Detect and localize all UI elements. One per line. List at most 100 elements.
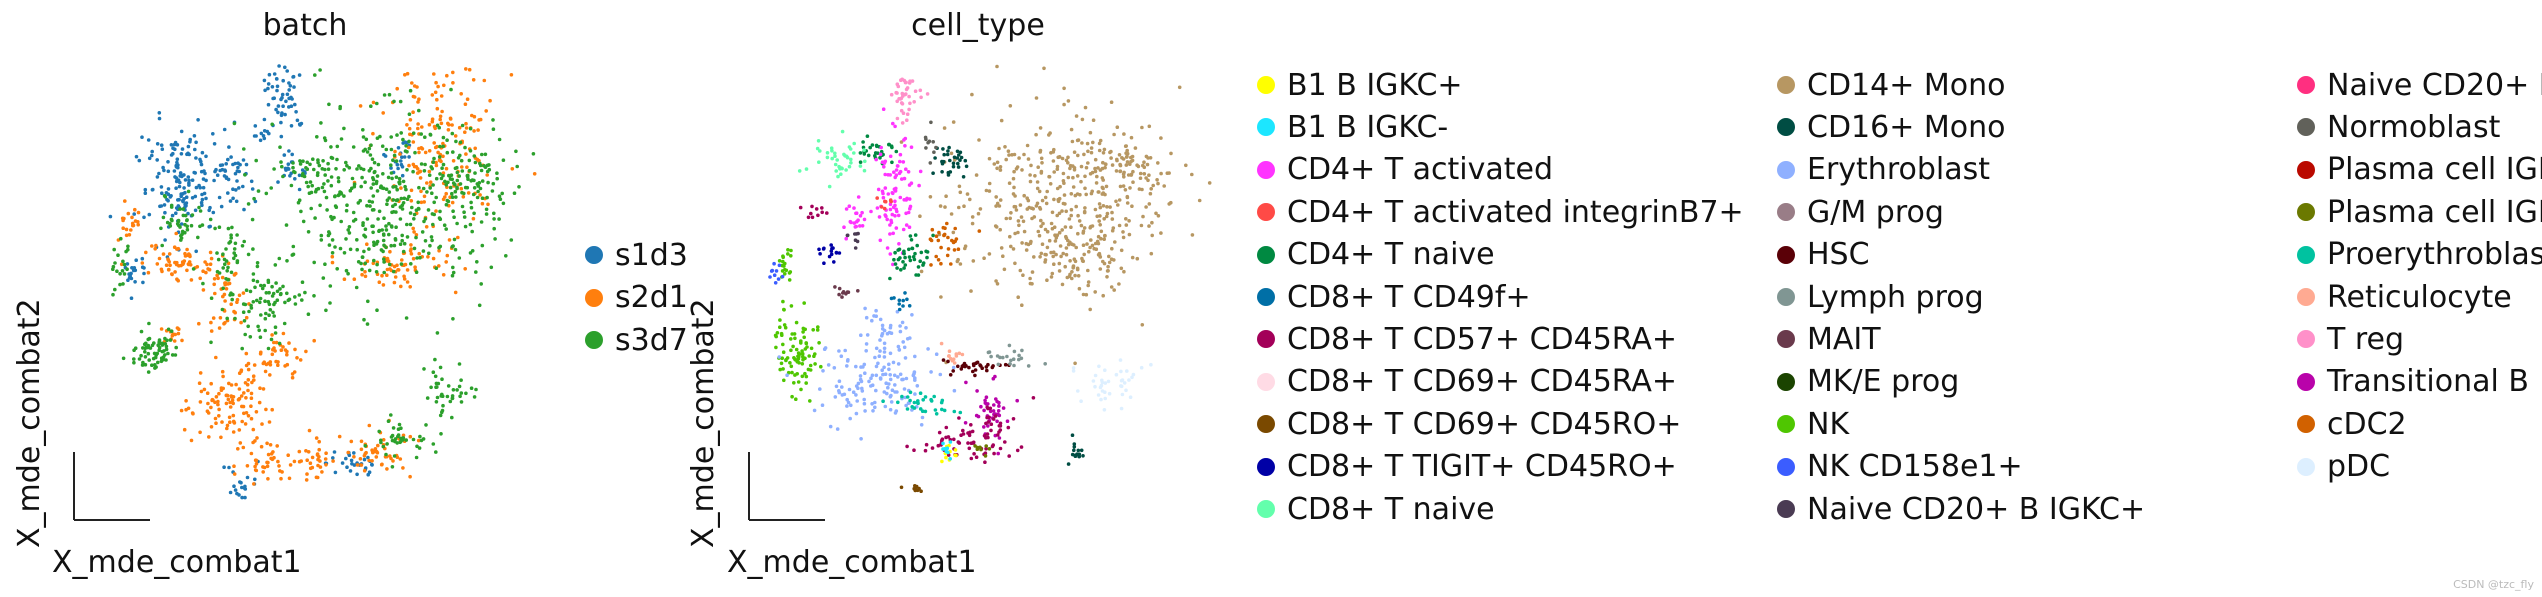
batch-scatter-point <box>445 394 450 399</box>
cell-type-scatter-point <box>951 230 956 235</box>
cell-type-scatter-point <box>893 250 897 255</box>
batch-scatter-point <box>399 196 404 201</box>
batch-scatter-point <box>190 178 195 182</box>
batch-scatter-point <box>287 81 291 85</box>
batch-scatter-point <box>465 165 469 169</box>
cell-type-scatter-point <box>861 140 865 144</box>
cell-type-legend-label: T reg <box>2327 321 2405 357</box>
batch-scatter-point <box>348 469 353 473</box>
cell-type-scatter-point <box>802 301 806 305</box>
batch-scatter-point <box>227 281 232 286</box>
batch-scatter-point <box>477 181 482 185</box>
batch-scatter-point <box>387 262 392 267</box>
cell-type-scatter-point <box>1093 166 1097 171</box>
batch-scatter-point <box>308 162 312 167</box>
batch-scatter-point <box>163 336 167 341</box>
cell-type-scatter-point <box>1086 161 1090 165</box>
batch-scatter-point <box>375 239 380 244</box>
batch-scatter-point <box>130 215 134 220</box>
batch-scatter-point <box>367 146 372 151</box>
batch-scatter-point <box>357 164 361 168</box>
batch-scatter-point <box>253 464 257 469</box>
cell-type-scatter-point <box>1013 194 1017 198</box>
batch-scatter-point <box>375 174 380 178</box>
cell-type-scatter-point <box>1007 343 1012 348</box>
cell-type-scatter-point <box>1068 272 1072 277</box>
cell-type-scatter-point <box>1005 354 1009 359</box>
batch-scatter-point <box>153 247 157 251</box>
cell-type-scatter-point <box>788 361 792 365</box>
batch-scatter-point <box>264 311 268 316</box>
batch-scatter-point <box>422 219 426 224</box>
cell-type-legend-item-pdc: pDC <box>2297 446 2390 488</box>
cell-type-scatter-point <box>1149 251 1154 256</box>
batch-scatter-point <box>465 173 470 178</box>
cell-type-scatter-point <box>928 195 933 199</box>
cell-type-scatter-point <box>974 413 979 418</box>
cell-type-scatter-point <box>959 367 964 371</box>
cell-type-scatter-point <box>1124 217 1128 221</box>
batch-scatter-point <box>200 203 204 208</box>
cell-type-scatter-point <box>888 373 892 377</box>
batch-scatter-point <box>140 265 145 269</box>
batch-scatter-point <box>359 439 364 444</box>
cell-type-scatter-point <box>808 363 813 368</box>
cell-type-scatter-point <box>809 346 814 351</box>
batch-scatter-point <box>199 162 204 167</box>
batch-scatter-point <box>153 355 158 360</box>
batch-scatter-point <box>294 110 298 114</box>
batch-scatter-point <box>240 485 244 490</box>
cell-type-scatter-point <box>855 219 859 224</box>
cell-type-scatter-point <box>904 326 908 330</box>
batch-scatter-point <box>235 169 240 173</box>
cell-type-scatter-point <box>984 188 989 193</box>
batch-scatter-point <box>204 154 208 159</box>
batch-scatter-point <box>327 102 331 107</box>
batch-scatter-point <box>441 141 445 146</box>
cell-type-scatter-point <box>1022 229 1027 234</box>
cell-type-legend-label: CD8+ T CD69+ CD45RA+ <box>1287 364 1678 400</box>
batch-scatter-point <box>173 270 177 274</box>
legend-marker-icon <box>1777 415 1795 434</box>
batch-scatter-point <box>384 224 388 228</box>
cell-type-scatter-point <box>969 289 973 293</box>
batch-scatter-point <box>392 264 397 269</box>
cell-type-scatter-point <box>778 367 782 372</box>
batch-scatter-point <box>280 92 285 97</box>
cell-type-scatter-point <box>1061 251 1065 256</box>
batch-scatter-point <box>344 208 349 213</box>
cell-type-scatter-point <box>896 248 900 252</box>
cell-type-scatter-point <box>939 295 943 299</box>
cell-type-scatter-point <box>1154 211 1158 216</box>
cell-type-scatter-point <box>896 344 901 349</box>
cell-type-scatter-point <box>858 224 862 228</box>
batch-scatter-point <box>222 321 226 326</box>
batch-scatter-point <box>303 290 307 295</box>
batch-scatter-point <box>329 145 333 149</box>
cell-type-scatter-point <box>1076 448 1081 453</box>
cell-type-scatter-point <box>882 206 887 211</box>
batch-scatter-point <box>285 92 290 97</box>
batch-scatter-point <box>421 437 426 441</box>
batch-scatter-point <box>443 195 447 199</box>
cell-type-scatter-point <box>1119 378 1124 383</box>
batch-scatter-point <box>467 168 472 173</box>
cell-type-scatter-point <box>902 198 906 202</box>
batch-scatter-point <box>176 278 180 283</box>
batch-scatter-point <box>441 135 446 140</box>
batch-scatter-point <box>450 195 455 199</box>
cell-type-scatter-point <box>896 362 901 366</box>
batch-scatter-point <box>428 243 432 248</box>
cell-type-scatter-point <box>951 365 956 370</box>
batch-scatter-point <box>372 160 377 165</box>
legend-marker-icon <box>2297 203 2315 222</box>
cell-type-scatter-point <box>1030 270 1035 274</box>
batch-scatter-point <box>150 244 154 248</box>
cell-type-scatter-point <box>984 395 989 400</box>
cell-type-scatter-point <box>878 349 882 353</box>
cell-type-scatter-point <box>982 256 986 260</box>
batch-scatter-point <box>424 423 428 427</box>
batch-scatter-point <box>434 163 439 168</box>
cell-type-scatter-point <box>897 348 902 352</box>
cell-type-legend-item-cd8-t-cd57-cd45ra: CD8+ T CD57+ CD45RA+ <box>1257 318 1677 360</box>
